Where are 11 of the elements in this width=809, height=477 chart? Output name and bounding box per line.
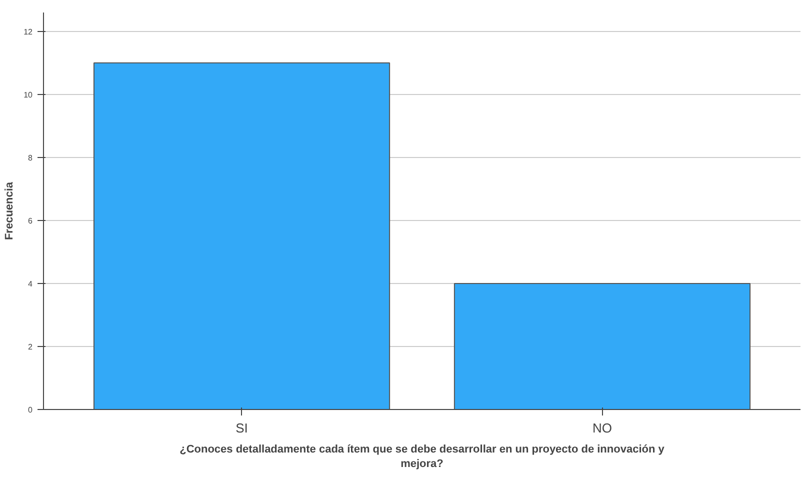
- y-axis-title: Frecuencia: [4, 181, 16, 240]
- y-tick-label: 0: [28, 406, 34, 414]
- y-tick-label: 2: [28, 342, 34, 352]
- x-tick-label: NO: [592, 420, 612, 436]
- y-tick-label: 4: [28, 279, 34, 288]
- y-tick-label: 6: [28, 216, 34, 226]
- y-tick-label: 12: [24, 27, 34, 36]
- y-tick-label: 8: [28, 153, 34, 162]
- y-tick-label: 10: [24, 90, 34, 100]
- x-tick-label: SI: [236, 420, 248, 436]
- x-axis-title: ¿Conoces detalladamente cada ítem que se debe desarrollar en un proyecto de innovación y mejora?: [180, 444, 666, 470]
